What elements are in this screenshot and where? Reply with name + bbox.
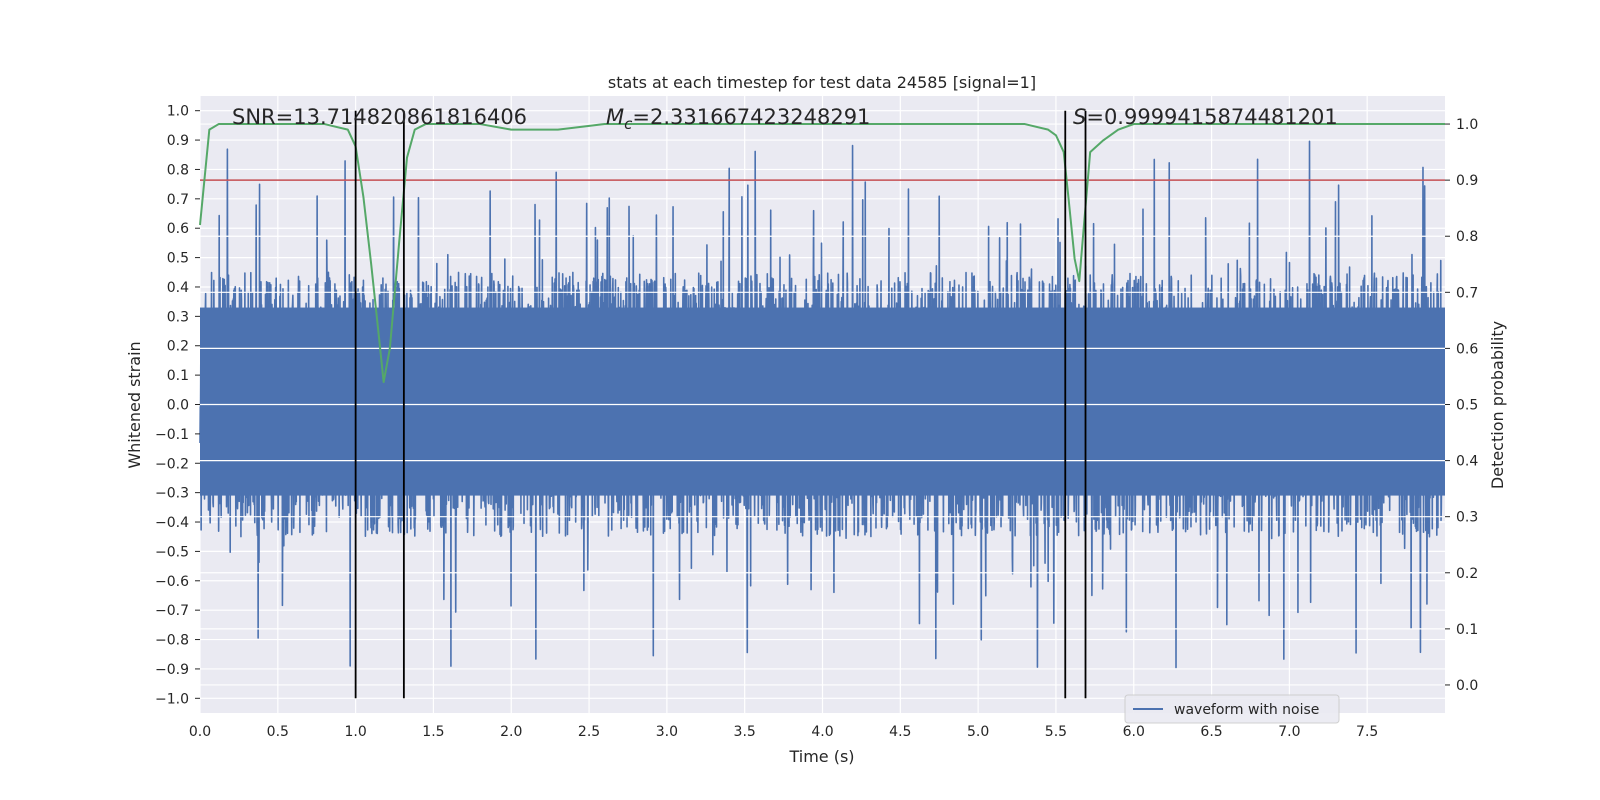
legend: waveform with noise xyxy=(1124,694,1340,724)
y-tick-label: −0.3 xyxy=(155,486,189,502)
y-tick-label: 0.3 xyxy=(167,309,189,325)
x-tick-label: 0.0 xyxy=(189,724,211,740)
s-annotation: S=0.9999415874481201 xyxy=(1073,105,1338,129)
y-tick-label: −0.7 xyxy=(155,603,189,619)
vertical-lines xyxy=(354,110,1087,699)
y2-tick-label: 0.6 xyxy=(1456,341,1478,357)
y2-tick-label: 0.7 xyxy=(1456,285,1478,301)
x-axis-ticks: 0.0 0.5 1.0 1.5 2.0 2.5 3.0 3.5 4.0 4.5 5.0 5.5 6.0 6… xyxy=(189,724,1378,740)
x-tick-label: 6.0 xyxy=(1123,724,1145,740)
x-tick-label: 4.5 xyxy=(889,724,911,740)
y-axis-label: Whitened strain xyxy=(125,341,144,468)
x-tick-label: 5.5 xyxy=(1045,724,1067,740)
y-tick-label: −0.9 xyxy=(155,662,189,678)
y-tick-label: 0.2 xyxy=(167,339,189,355)
x-tick-label: 2.0 xyxy=(500,724,522,740)
y2-tick-label: 1.0 xyxy=(1456,117,1478,133)
y-tick-label: 0.5 xyxy=(167,251,189,267)
y2-tick-label: 0.1 xyxy=(1456,622,1478,638)
x-axis-label: Time (s) xyxy=(788,747,854,766)
x-tick-label: 1.0 xyxy=(344,724,366,740)
y2-tick-label: 0.5 xyxy=(1456,398,1478,414)
y-tick-label: 0.6 xyxy=(167,221,189,237)
y-tick-label: −0.4 xyxy=(155,515,189,531)
y-tick-label: −0.1 xyxy=(155,427,189,443)
y-tick-label: 0.4 xyxy=(167,280,189,296)
y2-tick-label: 0.3 xyxy=(1456,510,1478,526)
probability-layer xyxy=(199,123,1445,384)
s-value: =0.9999415874481201 xyxy=(1086,105,1337,129)
x-tick-label: 4.0 xyxy=(811,724,833,740)
x-tick-label: 5.0 xyxy=(967,724,989,740)
snr-annotation: SNR=13.714820861816406 xyxy=(232,105,527,129)
legend-label: waveform with noise xyxy=(1174,702,1319,718)
x-tick-label: 3.5 xyxy=(734,724,756,740)
x-tick-label: 3.0 xyxy=(656,724,678,740)
y2-axis-ticks: 1.0 0.9 0.8 0.7 0.6 0.5 0.4 0.3 0.2 0.1 0.0 xyxy=(1445,117,1478,694)
y-tick-label: 0.1 xyxy=(167,368,189,384)
chirp-mass-value: =2.331667423248291 xyxy=(632,105,870,129)
x-tick-label: 0.5 xyxy=(267,724,289,740)
y-tick-label: 1.0 xyxy=(167,104,189,120)
noise-waveform xyxy=(199,140,1445,669)
x-tick-label: 7.5 xyxy=(1356,724,1378,740)
chirp-mass-symbol: M xyxy=(606,105,624,129)
y-tick-label: 0.9 xyxy=(167,133,189,149)
y-tick-label: −0.6 xyxy=(155,574,189,590)
y-tick-label: −1.0 xyxy=(155,691,189,707)
y-tick-label: −0.2 xyxy=(155,456,189,472)
y2-tick-label: 0.0 xyxy=(1456,678,1478,694)
y2-axis-label: Detection probability xyxy=(1488,321,1507,489)
legend-box xyxy=(1124,694,1340,724)
x-tick-label: 2.5 xyxy=(578,724,600,740)
x-tick-label: 6.5 xyxy=(1200,724,1222,740)
s-symbol: S xyxy=(1073,105,1086,129)
y-axis-ticks: 1.0 0.9 0.8 0.7 0.6 0.5 0.4 0.3 0.2 0.1 0.0 −0.1 −0.… xyxy=(155,104,200,707)
y-tick-label: −0.8 xyxy=(155,633,189,649)
chirp-mass-subscript: c xyxy=(624,115,633,133)
y-tick-label: 0.8 xyxy=(167,162,189,178)
x-tick-label: 7.0 xyxy=(1278,724,1300,740)
chart-title: stats at each timestep for test data 245… xyxy=(608,73,1036,92)
y2-tick-label: 0.4 xyxy=(1456,454,1478,470)
probability-line xyxy=(199,123,1445,384)
y2-tick-label: 0.2 xyxy=(1456,566,1478,582)
y2-tick-label: 0.9 xyxy=(1456,173,1478,189)
y-tick-label: 0.7 xyxy=(167,192,189,208)
chirp-mass-annotation: Mc=2.331667423248291 xyxy=(606,105,870,133)
x-tick-label: 1.5 xyxy=(422,724,444,740)
y-tick-label: −0.5 xyxy=(155,544,189,560)
y2-tick-label: 0.8 xyxy=(1456,229,1478,245)
noise-core xyxy=(200,307,1445,496)
y-tick-label: 0.0 xyxy=(167,398,189,414)
